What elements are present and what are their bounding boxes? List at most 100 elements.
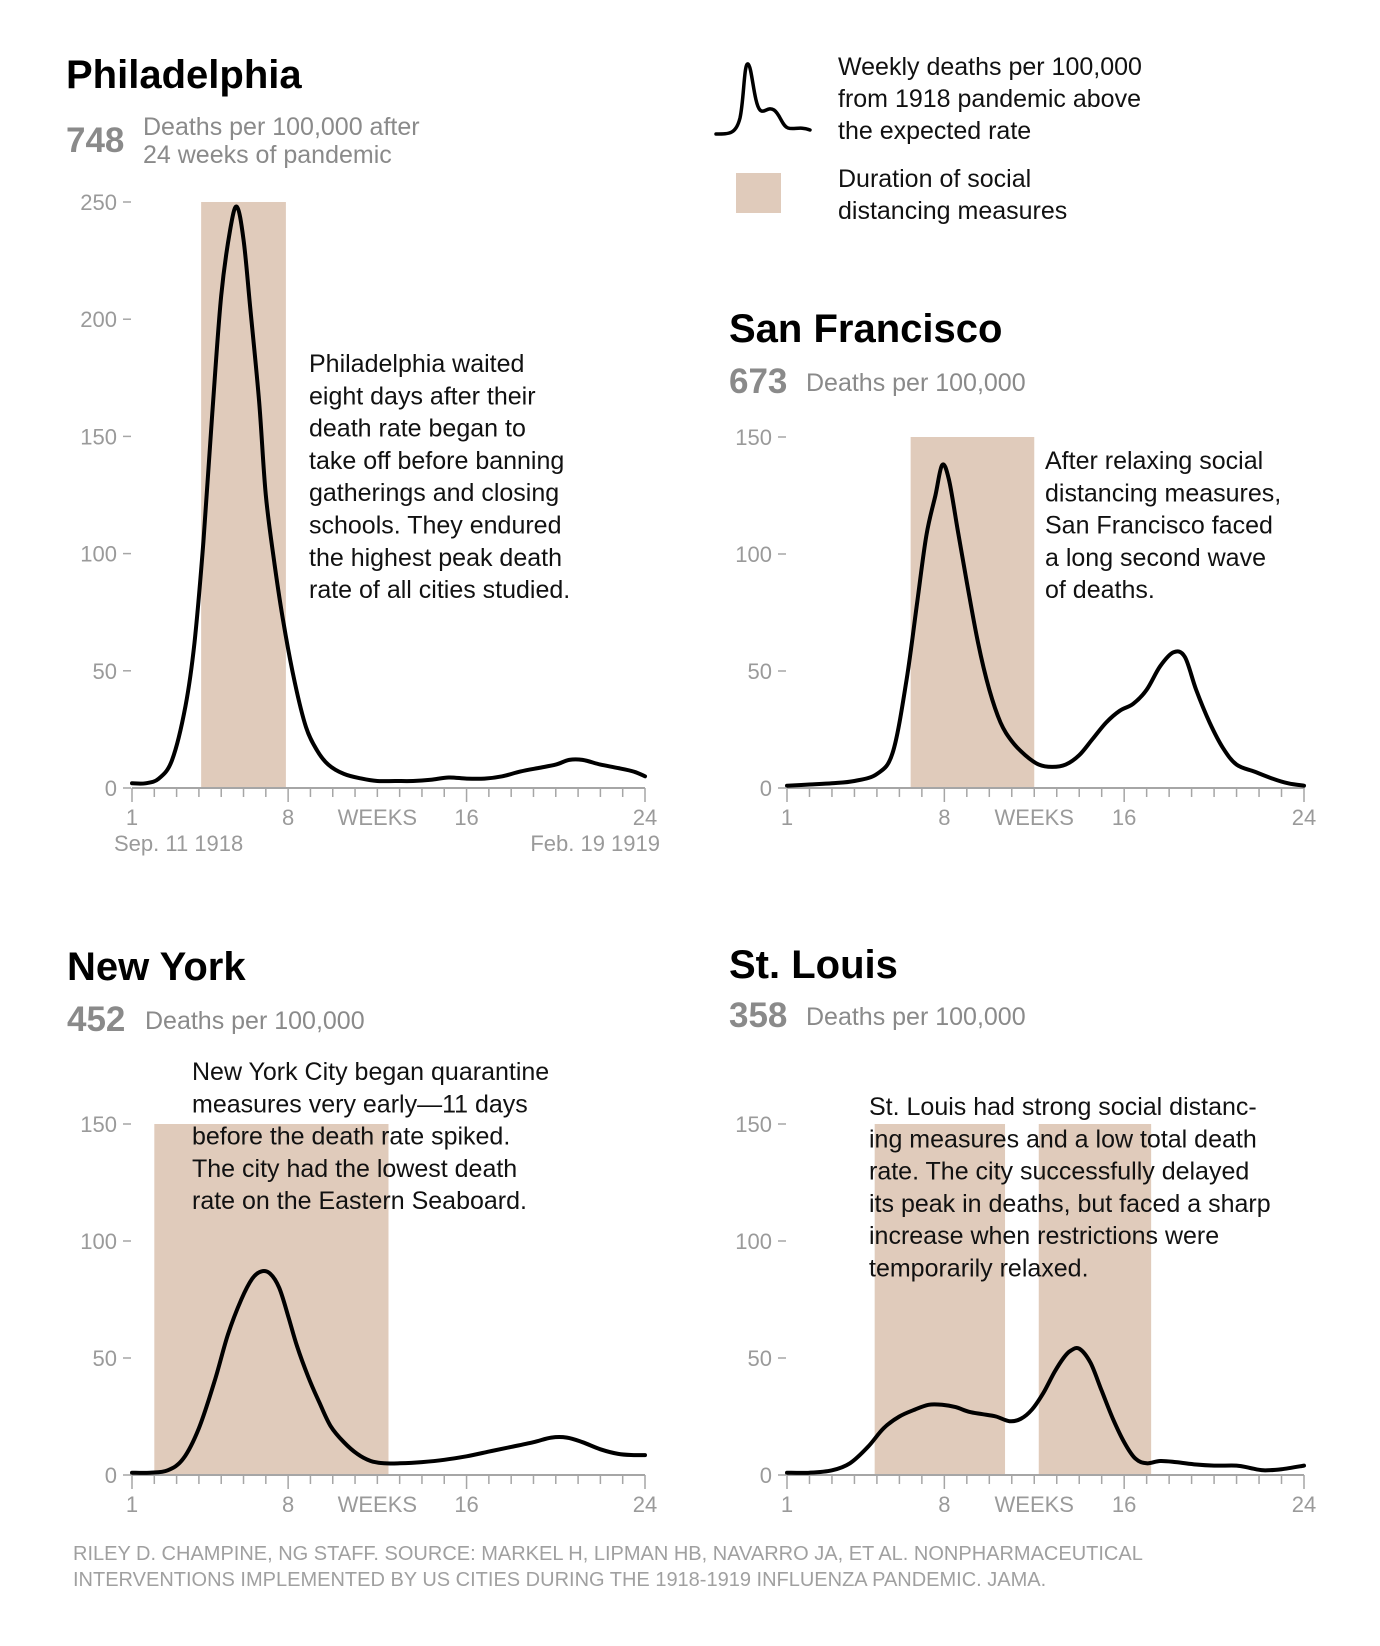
legend-line-label-2: from 1918 pandemic above [838, 85, 1141, 113]
st-louis-annotation-line-1: ing measures and a low total death [869, 1125, 1257, 1153]
legend-band-label-2: distancing measures [838, 197, 1067, 225]
new-york-annotation-line-2: before the death rate spiked. [192, 1123, 510, 1151]
san-francisco-x-label-24: 24 [1292, 805, 1316, 830]
philadelphia-total: 748 [66, 121, 124, 160]
san-francisco-title: San Francisco [729, 307, 1002, 351]
san-francisco-deaths-line [785, 462, 1306, 788]
san-francisco-y-label-0: 0 [760, 776, 772, 801]
credit-line-1: RILEY D. CHAMPINE, NG STAFF. SOURCE: MAR… [73, 1543, 1143, 1565]
philadelphia-x-label-8: 8 [282, 805, 294, 830]
st-louis-y-label-50: 50 [748, 1346, 772, 1371]
legend: Weekly deaths per 100,000 from 1918 pand… [714, 53, 1142, 225]
st-louis-x-axis-title: WEEKS [995, 1492, 1074, 1517]
new-york-annotation-line-1: measures very early—11 days [192, 1090, 528, 1118]
legend-line-label-1: Weekly deaths per 100,000 [838, 53, 1142, 81]
credit-line-2: INTERVENTIONS IMPLEMENTED BY US CITIES D… [73, 1569, 1046, 1591]
st-louis-annotation-line-3: its peak in deaths, but faced a sharp [869, 1190, 1271, 1218]
new-york-y-label-100: 100 [80, 1229, 117, 1254]
san-francisco-annotation-line-4: of deaths. [1045, 576, 1155, 604]
philadelphia-y-label-250: 250 [80, 190, 117, 215]
st-louis-annotation-line-4: increase when restrictions were [869, 1222, 1219, 1250]
legend-band-label-1: Duration of social [838, 165, 1031, 193]
new-york-y-label-150: 150 [80, 1112, 117, 1137]
san-francisco-x-label-1: 1 [781, 805, 793, 830]
legend-band-swatch [736, 173, 781, 213]
new-york-title: New York [67, 945, 246, 989]
st-louis-x-label-8: 8 [938, 1492, 950, 1517]
new-york-y-label-50: 50 [93, 1346, 117, 1371]
philadelphia-subtitle-2: 24 weeks of pandemic [143, 141, 392, 169]
philadelphia-x-label-16: 16 [454, 805, 478, 830]
philadelphia-annotation-line-5: schools. They endured [309, 512, 561, 540]
st-louis-distancing-band-1 [1038, 1124, 1152, 1475]
st-louis-header: St. Louis 358 Deaths per 100,000 [729, 943, 1026, 1035]
new-york-x-label-8: 8 [282, 1492, 294, 1517]
philadelphia-y-label-0: 0 [105, 776, 117, 801]
st-louis-x-label-24: 24 [1292, 1492, 1316, 1517]
st-louis-annotation-line-0: St. Louis had strong social distanc- [869, 1093, 1257, 1121]
legend-line-label-3: the expected rate [838, 117, 1031, 145]
philadelphia-chart: 0 50 100 150 200 250 1 8 16 24 WEEKS Sep. 11 1918 Fe… [80, 190, 660, 856]
san-francisco-y-label-150: 150 [735, 425, 772, 450]
philadelphia-annotation-line-6: the highest peak death [309, 544, 562, 572]
philadelphia-annotation-line-4: gatherings and closing [309, 479, 559, 507]
san-francisco-header: San Francisco 673 Deaths per 100,000 [729, 307, 1026, 401]
philadelphia-y-label-50: 50 [93, 659, 117, 684]
philadelphia-x-axis-title: WEEKS [338, 805, 417, 830]
philadelphia-annotation-line-1: eight days after their [309, 382, 536, 410]
san-francisco-x-label-8: 8 [938, 805, 950, 830]
philadelphia-header: Philadelphia 748 Deaths per 100,000 afte… [66, 53, 420, 169]
san-francisco-y-label-100: 100 [735, 542, 772, 567]
philadelphia-y-label-150: 150 [80, 424, 117, 449]
san-francisco-subtitle: Deaths per 100,000 [806, 369, 1026, 397]
new-york-x-label-1: 1 [126, 1492, 138, 1517]
san-francisco-x-axis-title: WEEKS [995, 805, 1074, 830]
new-york-annotation-line-4: rate on the Eastern Seaboard. [192, 1187, 527, 1215]
st-louis-annotation-line-5: temporarily relaxed. [869, 1255, 1089, 1283]
philadelphia-annotation-line-7: rate of all cities studied. [309, 576, 570, 604]
philadelphia-deaths-line [130, 204, 647, 786]
san-francisco-annotation-line-2: San Francisco faced [1045, 512, 1273, 540]
legend-line-swatch [714, 62, 812, 136]
st-louis-title: St. Louis [729, 943, 898, 987]
st-louis-y-label-100: 100 [735, 1229, 772, 1254]
st-louis-total: 358 [729, 996, 787, 1035]
san-francisco-annotation-line-1: distancing measures, [1045, 479, 1281, 507]
philadelphia-annotation-line-0: Philadelphia waited [309, 350, 524, 378]
philadelphia-end-date: Feb. 19 1919 [530, 831, 660, 856]
new-york-y-label-0: 0 [105, 1463, 117, 1488]
new-york-subtitle: Deaths per 100,000 [145, 1007, 365, 1035]
st-louis-chart: 0 50 100 150 1 8 16 24 WEEKS St. Louis had strong… [735, 1093, 1316, 1517]
st-louis-deaths-line [785, 1345, 1306, 1475]
new-york-chart: 0 50 100 150 1 8 16 24 WEEKS New York City began … [80, 1058, 657, 1517]
st-louis-x-label-16: 16 [1112, 1492, 1136, 1517]
new-york-total: 452 [67, 1000, 125, 1039]
philadelphia-x-label-24: 24 [633, 805, 657, 830]
st-louis-y-label-150: 150 [735, 1112, 772, 1137]
st-louis-x-label-1: 1 [781, 1492, 793, 1517]
st-louis-y-label-0: 0 [760, 1463, 772, 1488]
new-york-x-label-24: 24 [633, 1492, 657, 1517]
philadelphia-y-label-200: 200 [80, 307, 117, 332]
san-francisco-annotation-line-0: After relaxing social [1045, 447, 1263, 475]
new-york-deaths-line [130, 1269, 647, 1475]
philadelphia-x-label-1: 1 [126, 805, 138, 830]
new-york-x-axis-title: WEEKS [338, 1492, 417, 1517]
philadelphia-annotation-line-2: death rate began to [309, 415, 526, 443]
san-francisco-y-label-50: 50 [748, 659, 772, 684]
new-york-distancing-band-0 [154, 1124, 389, 1475]
san-francisco-total: 673 [729, 362, 787, 401]
new-york-annotation-line-0: New York City began quarantine [192, 1058, 549, 1086]
st-louis-subtitle: Deaths per 100,000 [806, 1003, 1026, 1031]
philadelphia-y-label-100: 100 [80, 542, 117, 567]
new-york-x-label-16: 16 [454, 1492, 478, 1517]
new-york-annotation-line-3: The city had the lowest death [192, 1155, 517, 1183]
philadelphia-distancing-band-0 [201, 202, 286, 788]
san-francisco-x-label-16: 16 [1112, 805, 1136, 830]
new-york-header: New York 452 Deaths per 100,000 [67, 945, 365, 1039]
philadelphia-title: Philadelphia [66, 53, 302, 97]
san-francisco-chart: 0 50 100 150 1 8 16 24 WEEKS After relaxing socia… [735, 425, 1316, 830]
philadelphia-start-date: Sep. 11 1918 [114, 831, 243, 856]
philadelphia-annotation-line-3: take off before banning [309, 447, 564, 475]
